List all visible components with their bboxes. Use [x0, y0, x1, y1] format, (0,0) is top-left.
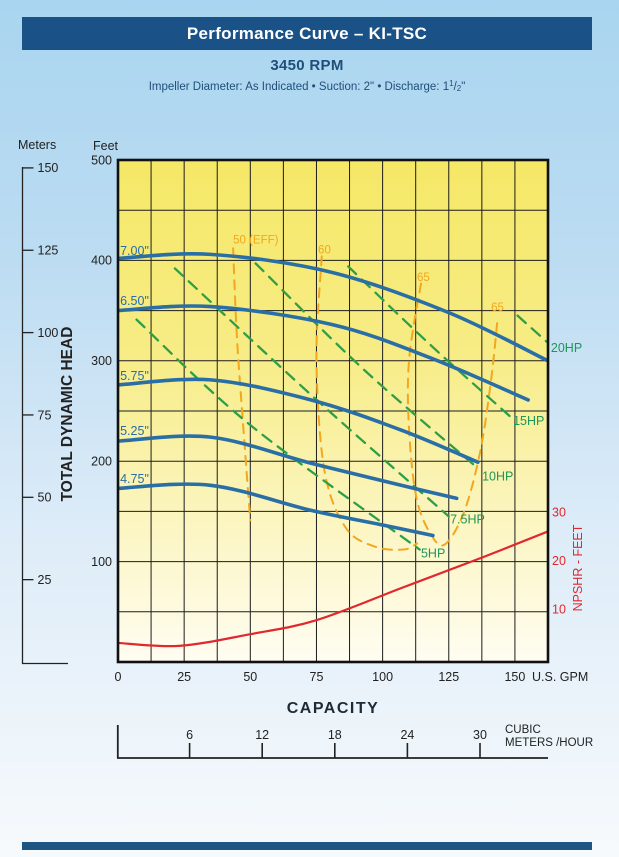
hp-label-20HP: 20HP: [551, 341, 582, 355]
impeller-curve-5.75in: [118, 377, 480, 465]
efficiency-label-0: 50 (EFF): [233, 234, 279, 246]
feet-tick-label: 100: [91, 555, 112, 569]
gpm-tick-label: 25: [177, 670, 191, 684]
meters-axis-title: Meters: [18, 138, 56, 152]
spec-fraction-numerator: 1: [449, 79, 454, 88]
plot-border: [116, 158, 550, 664]
gpm-tick-label: 100: [372, 670, 393, 684]
impeller-curve-7.00in: [118, 252, 548, 363]
footer-rule: [22, 842, 592, 850]
npshr-curve: [118, 530, 548, 648]
npshr-tick-label: 20: [552, 554, 566, 568]
impeller-label-7.00in: 7.00": [120, 244, 149, 258]
rpm-subtitle: 3450 RPM: [270, 57, 344, 74]
meters-tick-label: 100: [38, 326, 59, 340]
impeller-curve-5.25in: [118, 434, 459, 501]
meters-tick-label: 125: [38, 244, 59, 258]
impeller-label-5.25in: 5.25": [120, 424, 149, 438]
spec-fraction-slash: /: [453, 81, 457, 93]
cubic-tick-label: 18: [328, 728, 342, 742]
meters-tick-label: 150: [38, 161, 59, 175]
npshr-axis-title: NPSHR - FEET: [571, 524, 585, 611]
hp-label-10HP: 10HP: [482, 469, 513, 483]
gpm-tick-label: 150: [504, 670, 525, 684]
efficiency-label-right: 65: [491, 302, 504, 314]
page-title: Performance Curve – KI-TSC: [186, 23, 428, 43]
spec-text: Impeller Diameter: As Indicated • Suctio…: [148, 81, 450, 93]
npshr-tick-label: 10: [552, 602, 566, 616]
spec-inch-mark: ": [461, 81, 466, 93]
gpm-tick-label: 50: [243, 670, 257, 684]
total-dynamic-head-axis-title: TOTAL DYNAMIC HEAD: [59, 327, 76, 502]
impeller-curve-6.50in: [118, 304, 530, 402]
gpm-unit-label: U.S. GPM: [532, 670, 588, 684]
impeller-label-4.75in: 4.75": [120, 472, 149, 486]
spec-fraction-denominator: 2: [456, 84, 462, 93]
hp-label-5HP: 5HP: [421, 547, 445, 561]
impeller-label-5.75in: 5.75": [120, 369, 149, 383]
cubic-unit-label-line2: METERS /HOUR: [505, 737, 593, 749]
performance-curve-chart: 7.00" 6.50" 5.75" 5.25" 4.75" 20HP 15HP 10HP 7.5…: [18, 138, 593, 759]
impeller-curve-4.75in: [118, 482, 435, 538]
cubic-tick-label: 24: [400, 728, 414, 742]
npshr-tick-label: 30: [552, 505, 566, 519]
hp-line-15HP: [347, 265, 511, 418]
feet-axis-title: Feet: [93, 139, 119, 153]
feet-tick-label: 400: [91, 254, 112, 268]
efficiency-label-1: 60: [318, 244, 331, 256]
hp-line-10HP: [254, 262, 480, 470]
title-bar: Performance Curve – KI-TSC: [22, 17, 592, 50]
gpm-tick-label: 0: [115, 670, 122, 684]
feet-tick-label: 200: [91, 455, 112, 469]
capacity-axis-title: CAPACITY: [287, 700, 380, 717]
meters-tick-label: 50: [38, 491, 52, 505]
gpm-tick-label: 125: [438, 670, 459, 684]
hp-label-15HP: 15HP: [513, 414, 544, 428]
efficiency-label-2: 65: [417, 272, 430, 284]
efficiency-curve-50: [232, 247, 252, 522]
curves-layer: [118, 247, 548, 648]
cubic-tick-label: 30: [473, 728, 487, 742]
hp-label-7.5HP: 7.5HP: [450, 512, 485, 526]
cubic-tick-label: 12: [255, 728, 269, 742]
impeller-label-6.50in: 6.50": [120, 294, 149, 308]
spec-subtitle: Impeller Diameter: As Indicated • Suctio…: [22, 79, 592, 93]
meters-tick-label: 25: [38, 573, 52, 587]
hp-line-5HP: [135, 318, 421, 551]
feet-tick-label: 300: [91, 354, 112, 368]
cubic-tick-label: 6: [186, 728, 193, 742]
hp-line-20HP: [516, 314, 548, 343]
meters-tick-label: 75: [38, 408, 52, 422]
feet-tick-label: 500: [91, 153, 112, 167]
gpm-tick-label: 75: [310, 670, 324, 684]
cubic-unit-label-line1: CUBIC: [505, 724, 541, 736]
